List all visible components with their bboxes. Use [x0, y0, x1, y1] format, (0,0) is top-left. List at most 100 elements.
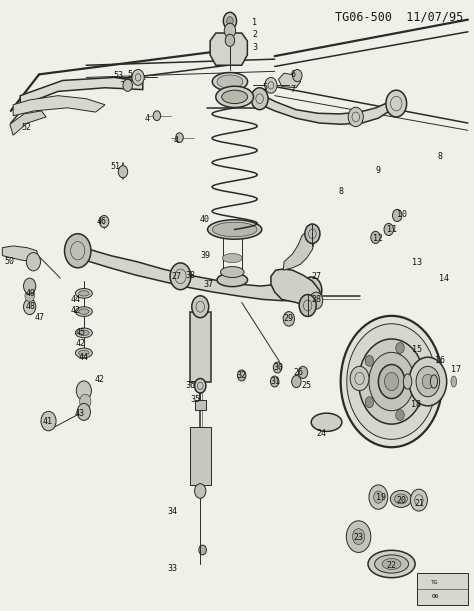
Text: 35: 35	[191, 395, 201, 404]
Text: 1: 1	[253, 18, 257, 27]
Text: 30: 30	[273, 363, 283, 372]
Text: 25: 25	[302, 381, 312, 390]
Text: 28: 28	[311, 295, 321, 304]
Circle shape	[416, 367, 439, 397]
Text: 15: 15	[412, 345, 422, 354]
Circle shape	[410, 489, 428, 511]
Circle shape	[305, 224, 320, 243]
Text: 11: 11	[387, 225, 397, 234]
Ellipse shape	[75, 288, 92, 298]
Text: 53: 53	[113, 71, 123, 80]
Text: 31: 31	[271, 377, 281, 386]
Circle shape	[292, 375, 301, 387]
Text: 8: 8	[338, 186, 343, 196]
Ellipse shape	[79, 350, 89, 356]
Text: 32: 32	[237, 371, 246, 380]
Text: 50: 50	[5, 257, 15, 266]
Text: 7: 7	[290, 85, 295, 94]
Circle shape	[365, 397, 374, 408]
Circle shape	[422, 374, 434, 389]
Bar	[417, 573, 468, 605]
Bar	[190, 427, 210, 485]
Text: 22: 22	[387, 562, 397, 570]
Text: 42: 42	[75, 338, 85, 348]
Text: 48: 48	[26, 302, 36, 311]
Ellipse shape	[212, 222, 257, 237]
Text: 06: 06	[431, 594, 438, 599]
Ellipse shape	[212, 73, 247, 91]
Circle shape	[77, 403, 91, 420]
Text: 17: 17	[451, 365, 461, 374]
Text: 2: 2	[253, 31, 257, 39]
Ellipse shape	[208, 220, 262, 239]
Circle shape	[27, 252, 40, 271]
Circle shape	[369, 485, 388, 509]
Text: TG06-500  11/07/95: TG06-500 11/07/95	[335, 10, 463, 23]
Circle shape	[237, 370, 246, 381]
Circle shape	[386, 90, 407, 117]
Ellipse shape	[311, 413, 342, 431]
Text: 23: 23	[354, 533, 364, 543]
Circle shape	[365, 356, 374, 366]
Text: 38: 38	[186, 271, 196, 280]
Text: 44: 44	[79, 353, 89, 362]
Circle shape	[374, 491, 383, 503]
Circle shape	[292, 70, 302, 82]
Circle shape	[176, 133, 183, 142]
Polygon shape	[13, 96, 105, 115]
Circle shape	[170, 263, 191, 290]
Text: 24: 24	[317, 429, 327, 437]
Polygon shape	[271, 269, 322, 307]
Text: 6: 6	[290, 70, 295, 79]
Text: 46: 46	[96, 217, 106, 226]
Ellipse shape	[222, 90, 247, 104]
Circle shape	[348, 107, 363, 126]
Text: 42: 42	[71, 306, 81, 315]
Circle shape	[24, 299, 36, 315]
Text: 10: 10	[397, 210, 407, 219]
Text: 19: 19	[376, 492, 386, 502]
Circle shape	[369, 353, 414, 411]
Text: 4: 4	[173, 136, 178, 145]
Text: 3: 3	[253, 43, 257, 51]
Ellipse shape	[430, 375, 438, 388]
Text: 5: 5	[263, 83, 268, 92]
Ellipse shape	[391, 491, 411, 507]
Text: 33: 33	[167, 564, 177, 573]
Circle shape	[392, 210, 402, 222]
Circle shape	[350, 367, 369, 390]
Text: 41: 41	[43, 417, 53, 426]
Ellipse shape	[217, 273, 247, 287]
Text: TG: TG	[431, 580, 438, 585]
Ellipse shape	[216, 86, 254, 108]
Text: 4: 4	[145, 114, 150, 123]
Ellipse shape	[79, 291, 89, 296]
Text: 45: 45	[75, 328, 85, 337]
Text: 34: 34	[167, 507, 177, 516]
Circle shape	[384, 224, 393, 236]
Polygon shape	[283, 232, 315, 270]
Circle shape	[76, 381, 91, 400]
Ellipse shape	[217, 75, 243, 89]
Text: 44: 44	[71, 295, 81, 304]
Circle shape	[64, 234, 91, 268]
Bar	[190, 312, 210, 381]
Circle shape	[346, 521, 371, 552]
Polygon shape	[20, 78, 143, 106]
Ellipse shape	[75, 307, 92, 316]
Ellipse shape	[222, 254, 242, 263]
Polygon shape	[255, 94, 395, 124]
Circle shape	[24, 278, 36, 294]
Polygon shape	[210, 33, 247, 65]
Circle shape	[118, 166, 128, 178]
Text: 14: 14	[439, 274, 449, 283]
Polygon shape	[2, 246, 38, 262]
Circle shape	[409, 357, 447, 406]
Text: 8: 8	[437, 152, 442, 161]
Circle shape	[225, 34, 235, 46]
Circle shape	[378, 365, 405, 398]
Circle shape	[80, 394, 91, 409]
Text: 9: 9	[376, 166, 381, 175]
Ellipse shape	[394, 494, 408, 504]
Text: 40: 40	[200, 214, 210, 224]
